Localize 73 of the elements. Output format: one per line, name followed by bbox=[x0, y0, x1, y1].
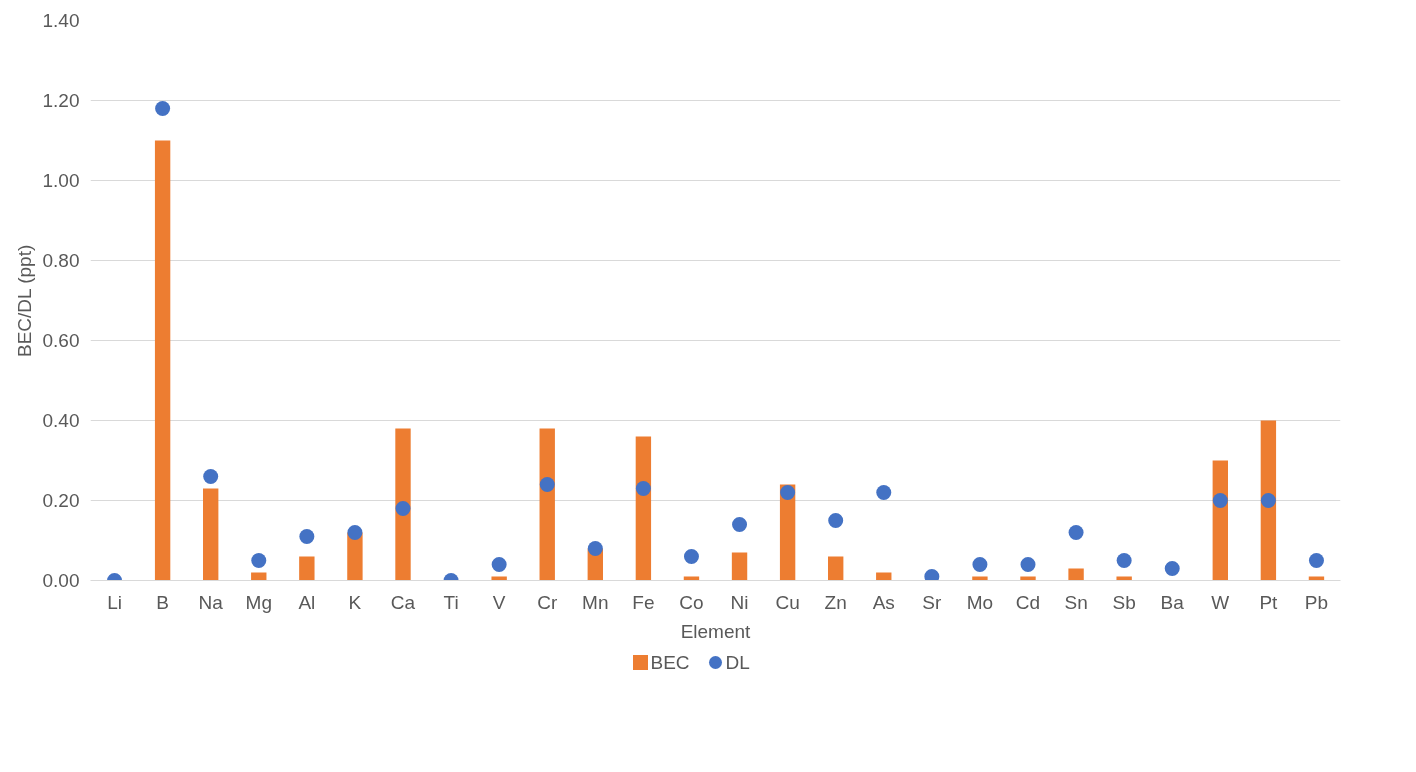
point bbox=[587, 541, 603, 556]
point bbox=[683, 549, 699, 564]
legend-label: BEC bbox=[650, 652, 690, 673]
x-tick-label: Zn bbox=[824, 591, 847, 613]
x-tick-label: Cr bbox=[537, 591, 558, 613]
x-tick-label: Ti bbox=[443, 591, 459, 613]
point bbox=[876, 485, 892, 500]
y-tick-label: 0.20 bbox=[42, 490, 80, 511]
x-tick-label: Sn bbox=[1064, 591, 1088, 613]
y-tick-label: 1.20 bbox=[42, 90, 80, 111]
x-tick-label: Pb bbox=[1304, 591, 1329, 613]
x-tick-label: Na bbox=[198, 591, 224, 613]
point bbox=[1212, 493, 1228, 508]
x-tick-label: Ca bbox=[390, 591, 416, 613]
x-tick-label: Mo bbox=[966, 591, 994, 613]
bar bbox=[154, 140, 171, 581]
x-tick-label: Cu bbox=[775, 591, 800, 613]
point bbox=[780, 485, 796, 500]
x-tick-label: Mg bbox=[245, 591, 272, 613]
point bbox=[203, 469, 219, 484]
bar bbox=[299, 556, 315, 581]
bar bbox=[828, 556, 844, 581]
bar bbox=[635, 436, 652, 581]
point bbox=[732, 517, 748, 532]
point bbox=[539, 477, 555, 492]
point bbox=[347, 525, 363, 540]
y-tick-label: 0.80 bbox=[42, 250, 80, 271]
x-tick-label: Cd bbox=[1015, 591, 1041, 613]
point bbox=[299, 529, 315, 544]
y-tick-label: 1.40 bbox=[42, 10, 80, 31]
x-axis-title: Element bbox=[680, 620, 752, 642]
y-tick-label: 1.00 bbox=[42, 170, 80, 191]
x-tick-label: Fe bbox=[632, 591, 655, 613]
point bbox=[1020, 557, 1036, 572]
y-tick-label: 0.00 bbox=[42, 570, 80, 591]
x-tick-label: Li bbox=[107, 591, 122, 613]
point bbox=[1260, 493, 1276, 508]
point bbox=[1164, 561, 1180, 576]
point bbox=[1068, 525, 1084, 540]
x-tick-label: Al bbox=[298, 591, 316, 613]
x-tick-label: Sr bbox=[922, 591, 943, 613]
point bbox=[635, 481, 651, 496]
point bbox=[155, 101, 171, 116]
y-axis-title: BEC/DL (ppt) bbox=[13, 244, 35, 357]
y-tick-label: 0.60 bbox=[42, 330, 80, 351]
x-tick-label: Sb bbox=[1112, 591, 1136, 613]
x-tick-label: V bbox=[492, 591, 506, 613]
x-tick-label: Ni bbox=[730, 591, 749, 613]
bar bbox=[539, 428, 555, 581]
point bbox=[972, 557, 988, 572]
point bbox=[395, 501, 411, 516]
point bbox=[1308, 553, 1324, 568]
x-tick-label: K bbox=[348, 591, 362, 613]
point bbox=[1116, 553, 1132, 568]
x-tick-label: Co bbox=[679, 591, 704, 613]
x-tick-label: Mn bbox=[582, 591, 609, 613]
bar bbox=[731, 552, 748, 581]
x-tick-label: Pt bbox=[1259, 591, 1279, 613]
bar bbox=[1068, 568, 1084, 581]
bar bbox=[1212, 460, 1228, 581]
point bbox=[924, 569, 940, 581]
bar bbox=[1260, 420, 1277, 581]
point bbox=[828, 513, 844, 528]
x-tick-label: W bbox=[1211, 591, 1230, 613]
bar bbox=[395, 428, 411, 581]
x-tick-label: B bbox=[156, 591, 169, 613]
bar bbox=[203, 488, 219, 581]
point bbox=[491, 557, 507, 572]
x-tick-label: Ba bbox=[1160, 591, 1185, 613]
y-tick-label: 0.40 bbox=[42, 410, 80, 431]
x-tick-label: As bbox=[872, 591, 895, 613]
legend-label: DL bbox=[725, 652, 750, 673]
point bbox=[251, 553, 267, 568]
